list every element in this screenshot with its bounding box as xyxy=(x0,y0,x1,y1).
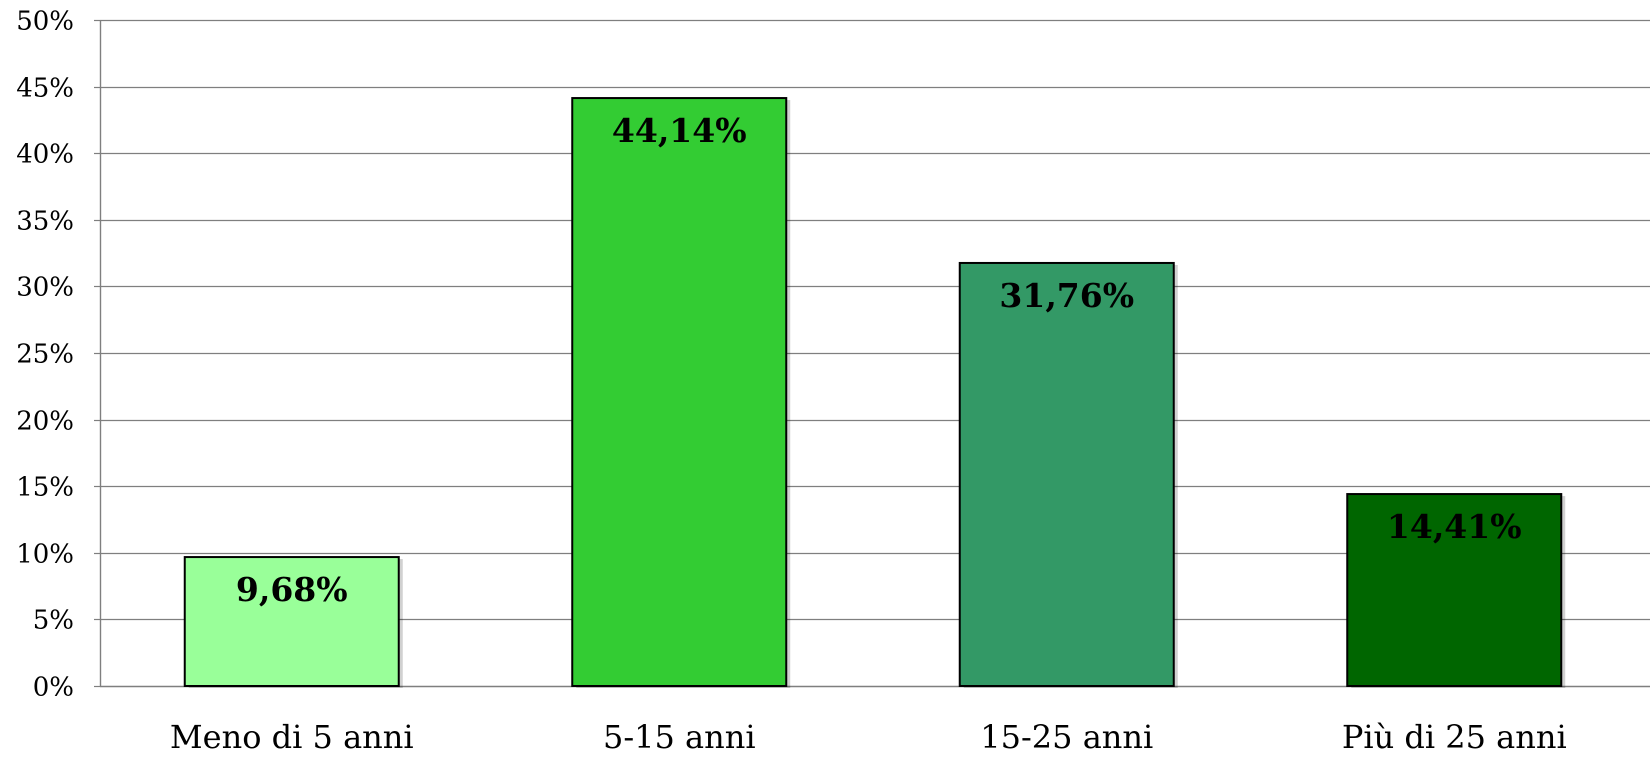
bar xyxy=(183,556,400,687)
data-label: 31,76% xyxy=(999,276,1134,315)
y-tick-label: 40% xyxy=(16,140,74,170)
data-label: 9,68% xyxy=(236,570,348,609)
labels: 0% 5% 10% 15% 20% 25% 30% 35% 40% 45% 50% 9,68% Meno… xyxy=(16,7,1566,757)
gridlines xyxy=(100,19,1650,621)
y-tick-label: 10% xyxy=(16,540,74,570)
x-category-label: 5-15 anni xyxy=(603,718,756,756)
y-tick-label: 15% xyxy=(16,473,74,503)
y-tick-label: 0% xyxy=(33,673,74,703)
data-label: 44,14% xyxy=(612,111,747,150)
y-tick-label: 45% xyxy=(16,74,74,104)
x-category-label: 15-25 anni xyxy=(980,718,1153,756)
bar xyxy=(571,97,788,688)
bars xyxy=(183,97,1566,689)
bar xyxy=(1346,493,1563,687)
y-tick-label: 5% xyxy=(33,606,74,636)
y-tick-label: 50% xyxy=(16,7,74,37)
x-category-label: Meno di 5 anni xyxy=(170,718,414,756)
bar xyxy=(958,261,1175,687)
data-label: 14,41% xyxy=(1387,507,1522,546)
y-tick-label: 35% xyxy=(16,207,74,237)
y-tick-label: 25% xyxy=(16,340,74,370)
y-tick-label: 20% xyxy=(16,407,74,437)
x-category-label: Più di 25 anni xyxy=(1342,718,1567,756)
y-tick-label: 30% xyxy=(16,273,74,303)
